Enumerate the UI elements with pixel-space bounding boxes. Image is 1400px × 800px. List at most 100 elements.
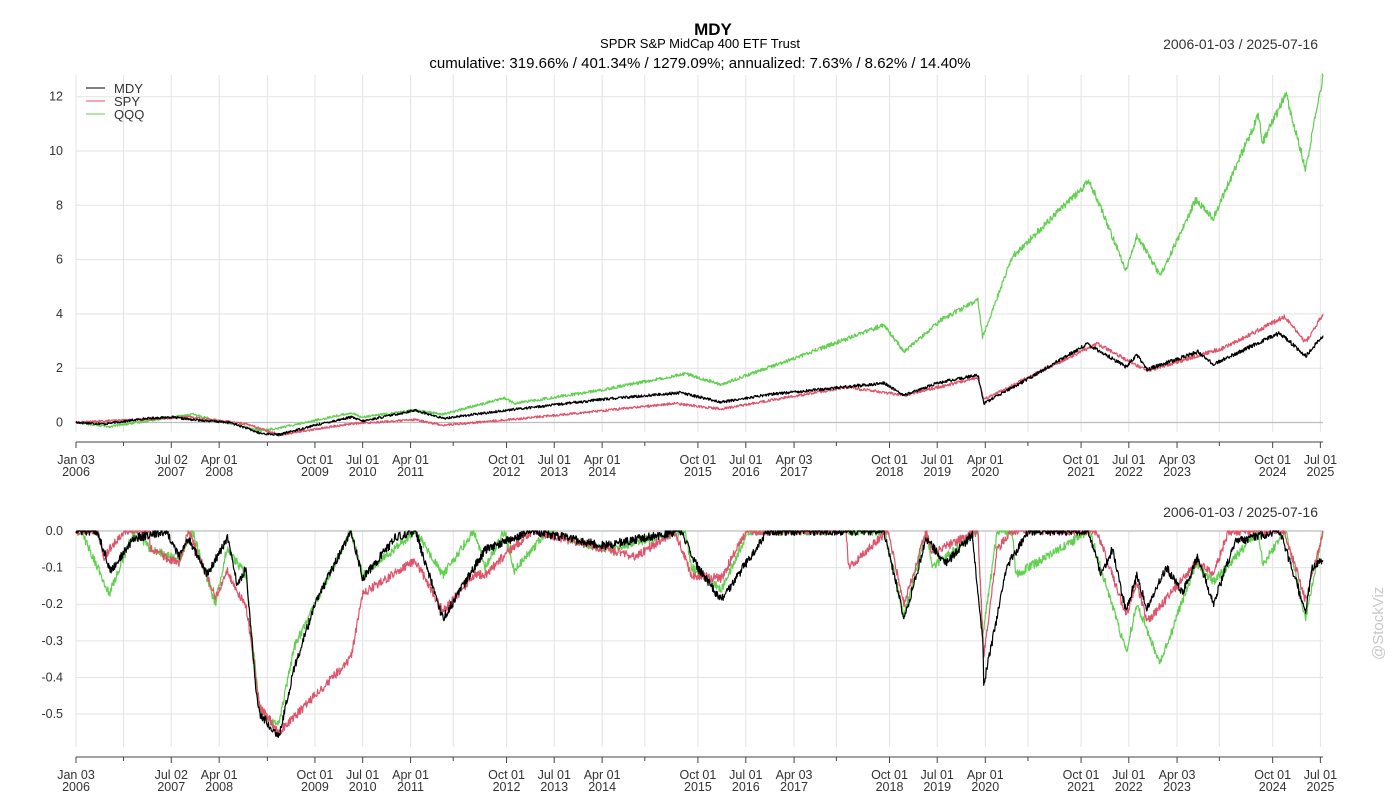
drawdown-xtick-year: 2017: [780, 780, 808, 794]
drawdown-xtick-label: Apr 01: [201, 768, 238, 782]
drawdown-series-mdy: [75, 530, 1324, 738]
cumulative-ytick-label: 0: [56, 415, 63, 429]
drawdown-xtick-label: Jul 01: [1304, 768, 1337, 782]
drawdown-xtick-label: Oct 01: [1254, 768, 1291, 782]
drawdown-ytick-label: -0.3: [41, 634, 63, 648]
cumulative-xtick-year: 2024: [1259, 465, 1287, 479]
cumulative-xtick-label: Jul 01: [538, 453, 571, 467]
legend-label-spy: SPY: [114, 94, 140, 109]
cumulative-ytick-label: 6: [56, 253, 63, 267]
cumulative-xtick-year: 2020: [971, 465, 999, 479]
cumulative-xtick-year: 2007: [157, 465, 185, 479]
cumulative-xtick-label: Jul 01: [1304, 453, 1337, 467]
cumulative-series: [75, 73, 1324, 437]
cumulative-xtick-year: 2021: [1067, 465, 1095, 479]
drawdown-xtick-label: Apr 01: [584, 768, 621, 782]
cumulative-xtick-label: Oct 01: [680, 453, 717, 467]
drawdown-ytick-label: -0.5: [41, 707, 63, 721]
drawdown-xtick-year: 2012: [493, 780, 521, 794]
drawdown-xtick-year: 2015: [684, 780, 712, 794]
drawdown-ytick-label: -0.1: [41, 561, 63, 575]
cumulative-xtick-year: 2025: [1306, 465, 1334, 479]
drawdown-series: [75, 530, 1324, 738]
cumulative-xtick-label: Apr 01: [201, 453, 238, 467]
cumulative-xtick-label: Jul 02: [155, 453, 188, 467]
drawdown-xtick-year: 2021: [1067, 780, 1095, 794]
cumulative-grid: [75, 75, 1323, 432]
cumulative-xtick-year: 2023: [1163, 465, 1191, 479]
drawdown-xtick-year: 2023: [1163, 780, 1191, 794]
drawdown-xtick-label: Jul 01: [538, 768, 571, 782]
cumulative-xtick-label: Oct 01: [871, 453, 908, 467]
drawdown-xtick-label: Oct 01: [680, 768, 717, 782]
chart-subtitle: SPDR S&P MidCap 400 ETF Trust: [600, 36, 800, 51]
drawdown-xtick-year: 2013: [540, 780, 568, 794]
drawdown-xtick-year: 2009: [301, 780, 329, 794]
cumulative-ytick-label: 2: [56, 361, 63, 375]
drawdown-xtick-year: 2025: [1306, 780, 1334, 794]
legend: MDY SPY QQQ: [86, 81, 144, 122]
drawdown-xtick-label: Apr 03: [776, 768, 813, 782]
cumulative-xtick-label: Oct 01: [1254, 453, 1291, 467]
cumulative-xtick-label: Jan 03: [57, 453, 95, 467]
cumulative-xtick-label: Apr 01: [584, 453, 621, 467]
cumulative-xtick-year: 2008: [205, 465, 233, 479]
drawdown-xtick-year: 2008: [205, 780, 233, 794]
drawdown-series-spy: [75, 530, 1324, 736]
date-range-bottom: 2006-01-03 / 2025-07-16: [1163, 504, 1318, 520]
cumulative-ytick-label: 10: [49, 144, 63, 158]
drawdown-xtick-year: 2019: [923, 780, 951, 794]
cumulative-xtick-label: Apr 01: [967, 453, 1004, 467]
cumulative-xtick-year: 2012: [493, 465, 521, 479]
cumulative-series-spy: [75, 313, 1324, 437]
drawdown-ytick-label: -0.2: [41, 597, 63, 611]
drawdown-xtick-year: 2010: [349, 780, 377, 794]
drawdown-xtick-label: Oct 01: [1063, 768, 1100, 782]
drawdown-xtick-label: Apr 01: [967, 768, 1004, 782]
drawdown-xtick-label: Jul 01: [729, 768, 762, 782]
cumulative-xtick-label: Jul 01: [729, 453, 762, 467]
cumulative-ytick-label: 12: [49, 90, 63, 104]
cumulative-xtick-year: 2013: [540, 465, 568, 479]
cumulative-xtick-year: 2022: [1115, 465, 1143, 479]
drawdown-xtick-label: Jul 01: [346, 768, 379, 782]
drawdown-xtick-label: Jul 01: [1112, 768, 1145, 782]
drawdown-xtick-label: Jul 02: [155, 768, 188, 782]
cumulative-xtick-label: Oct 01: [488, 453, 525, 467]
cumulative-xtick-label: Apr 03: [1159, 453, 1196, 467]
drawdown-xtick-label: Oct 01: [297, 768, 334, 782]
cumulative-xtick-year: 2014: [588, 465, 616, 479]
drawdown-ytick-label: -0.4: [41, 670, 63, 684]
cumulative-series-qqq: [75, 73, 1324, 433]
cumulative-xtick-label: Oct 01: [297, 453, 334, 467]
drawdown-xtick-year: 2006: [62, 780, 90, 794]
cumulative-xtick-label: Jul 01: [1112, 453, 1145, 467]
drawdown-xtick-year: 2020: [971, 780, 999, 794]
drawdown-xtick-year: 2022: [1115, 780, 1143, 794]
cumulative-xtick-year: 2006: [62, 465, 90, 479]
date-range-top: 2006-01-03 / 2025-07-16: [1163, 36, 1318, 52]
drawdown-xtick-year: 2011: [397, 780, 424, 794]
cumulative-xtick-year: 2017: [780, 465, 808, 479]
drawdown-xtick-year: 2016: [732, 780, 760, 794]
legend-label-qqq: QQQ: [114, 107, 144, 122]
drawdown-xtick-label: Apr 01: [392, 768, 429, 782]
drawdown-xtick-year: 2024: [1259, 780, 1287, 794]
drawdown-xtick-label: Jul 01: [921, 768, 954, 782]
cumulative-xtick-year: 2018: [876, 465, 904, 479]
cumulative-ytick-label: 8: [56, 198, 63, 212]
drawdown-xtick-label: Oct 01: [488, 768, 525, 782]
drawdown-ytick-label: 0.0: [46, 524, 63, 538]
stats-line: cumulative: 319.66% / 401.34% / 1279.09%…: [429, 55, 970, 72]
drawdown-xtick-label: Oct 01: [871, 768, 908, 782]
cumulative-xtick-label: Jul 01: [346, 453, 379, 467]
cumulative-xtick-year: 2010: [349, 465, 377, 479]
drawdown-series-qqq: [75, 530, 1324, 727]
drawdown-xtick-label: Jan 03: [57, 768, 95, 782]
cumulative-xtick-label: Jul 01: [921, 453, 954, 467]
watermark-text: @StockViz: [1370, 587, 1387, 660]
